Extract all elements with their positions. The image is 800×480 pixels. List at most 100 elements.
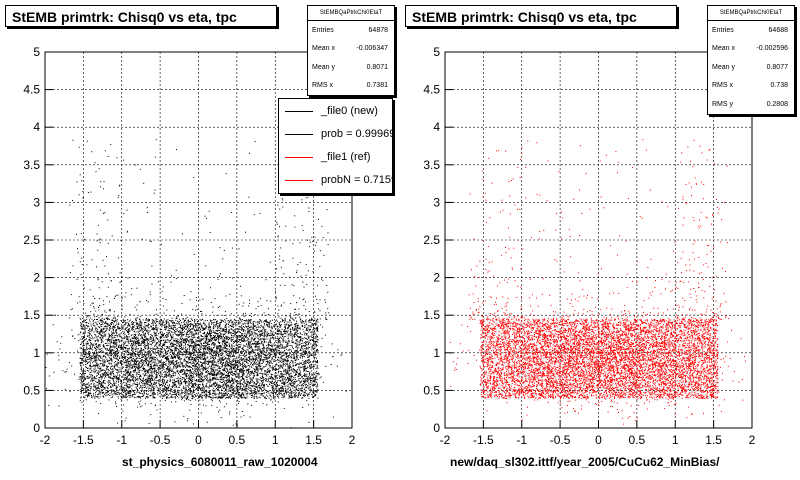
scatter-point bbox=[111, 348, 113, 350]
scatter-point bbox=[141, 393, 143, 395]
scatter-point bbox=[173, 385, 175, 387]
scatter-point bbox=[166, 389, 168, 391]
scatter-point bbox=[268, 323, 270, 325]
scatter-point bbox=[151, 362, 153, 364]
scatter-point bbox=[122, 366, 124, 368]
scatter-point bbox=[157, 379, 159, 381]
scatter-point bbox=[112, 349, 114, 351]
scatter-point bbox=[273, 390, 275, 392]
scatter-point bbox=[260, 360, 262, 362]
scatter-point bbox=[304, 356, 306, 358]
scatter-point bbox=[288, 374, 290, 376]
scatter-point bbox=[129, 357, 131, 359]
scatter-point bbox=[143, 381, 145, 383]
scatter-point bbox=[122, 395, 124, 397]
scatter-point bbox=[125, 350, 127, 352]
scatter-point bbox=[137, 371, 139, 373]
scatter-point bbox=[106, 372, 108, 374]
scatter-point bbox=[266, 378, 267, 380]
scatter-point bbox=[137, 324, 139, 326]
scatter-point bbox=[286, 321, 288, 323]
scatter-point bbox=[150, 348, 152, 350]
scatter-point bbox=[220, 385, 222, 387]
scatter-point bbox=[183, 396, 185, 397]
scatter-point bbox=[192, 393, 194, 395]
scatter-point bbox=[138, 323, 140, 325]
scatter-point bbox=[134, 378, 136, 380]
scatter-point bbox=[201, 356, 203, 358]
scatter-point bbox=[147, 375, 149, 377]
scatter-point bbox=[141, 356, 142, 358]
scatter-point bbox=[219, 387, 221, 388]
scatter-point bbox=[216, 338, 218, 340]
scatter-point bbox=[205, 345, 207, 347]
scatter-point bbox=[104, 383, 106, 384]
scatter-point bbox=[277, 328, 279, 330]
scatter-point bbox=[249, 330, 251, 331]
scatter-point bbox=[201, 367, 203, 369]
scatter-point bbox=[170, 335, 172, 337]
scatter-point bbox=[222, 344, 224, 346]
scatter-point bbox=[119, 379, 121, 381]
scatter-point bbox=[273, 368, 275, 370]
scatter-point bbox=[170, 374, 172, 376]
scatter-point bbox=[220, 354, 222, 356]
scatter-point bbox=[96, 396, 98, 397]
scatter-point bbox=[309, 377, 311, 379]
scatter-point bbox=[185, 386, 187, 388]
scatter-point bbox=[116, 344, 118, 346]
scatter-point bbox=[205, 385, 207, 387]
scatter-point bbox=[305, 332, 307, 334]
scatter-point bbox=[281, 331, 282, 333]
scatter-point bbox=[193, 334, 195, 336]
scatter-point bbox=[154, 332, 156, 334]
scatter-point bbox=[282, 319, 283, 321]
scatter-point bbox=[79, 352, 81, 354]
scatter-point bbox=[168, 349, 170, 351]
scatter-point bbox=[150, 325, 152, 327]
scatter-point bbox=[260, 352, 262, 354]
scatter-point bbox=[95, 337, 97, 339]
scatter-point bbox=[119, 336, 121, 338]
scatter-point bbox=[289, 380, 291, 381]
scatter-point bbox=[301, 355, 303, 357]
scatter-point bbox=[226, 332, 228, 334]
scatter-point bbox=[251, 377, 253, 379]
scatter-point bbox=[206, 344, 208, 346]
scatter-point bbox=[88, 351, 90, 353]
scatter-point bbox=[125, 390, 127, 392]
scatter-point bbox=[283, 383, 285, 385]
scatter-point bbox=[236, 390, 238, 392]
scatter-point bbox=[294, 332, 295, 334]
scatter-point bbox=[249, 393, 251, 394]
scatter-point bbox=[82, 362, 84, 364]
scatter-point bbox=[206, 343, 208, 345]
scatter-point bbox=[149, 381, 151, 383]
scatter-point bbox=[90, 343, 92, 345]
scatter-point bbox=[311, 336, 312, 338]
scatter-point bbox=[147, 360, 149, 362]
scatter-point bbox=[296, 344, 298, 346]
scatter-point bbox=[252, 370, 253, 372]
scatter-point bbox=[310, 328, 311, 330]
scatter-point bbox=[108, 384, 110, 385]
scatter-point bbox=[214, 321, 216, 323]
scatter-point bbox=[206, 386, 208, 388]
scatter-point bbox=[208, 326, 210, 328]
scatter-point bbox=[144, 324, 146, 326]
scatter-point bbox=[297, 395, 299, 397]
scatter-point bbox=[271, 336, 273, 338]
scatter-point bbox=[295, 340, 297, 342]
scatter-point bbox=[164, 389, 166, 391]
scatter-point bbox=[290, 345, 292, 346]
scatter-point bbox=[282, 377, 284, 379]
scatter-point bbox=[138, 355, 139, 357]
scatter-point bbox=[313, 358, 315, 360]
scatter-point bbox=[96, 359, 98, 361]
scatter-point bbox=[131, 321, 133, 323]
scatter-point bbox=[85, 348, 87, 350]
scatter-point bbox=[95, 375, 97, 377]
scatter-point bbox=[290, 324, 292, 326]
scatter-point bbox=[120, 345, 122, 346]
scatter-point bbox=[175, 343, 177, 345]
